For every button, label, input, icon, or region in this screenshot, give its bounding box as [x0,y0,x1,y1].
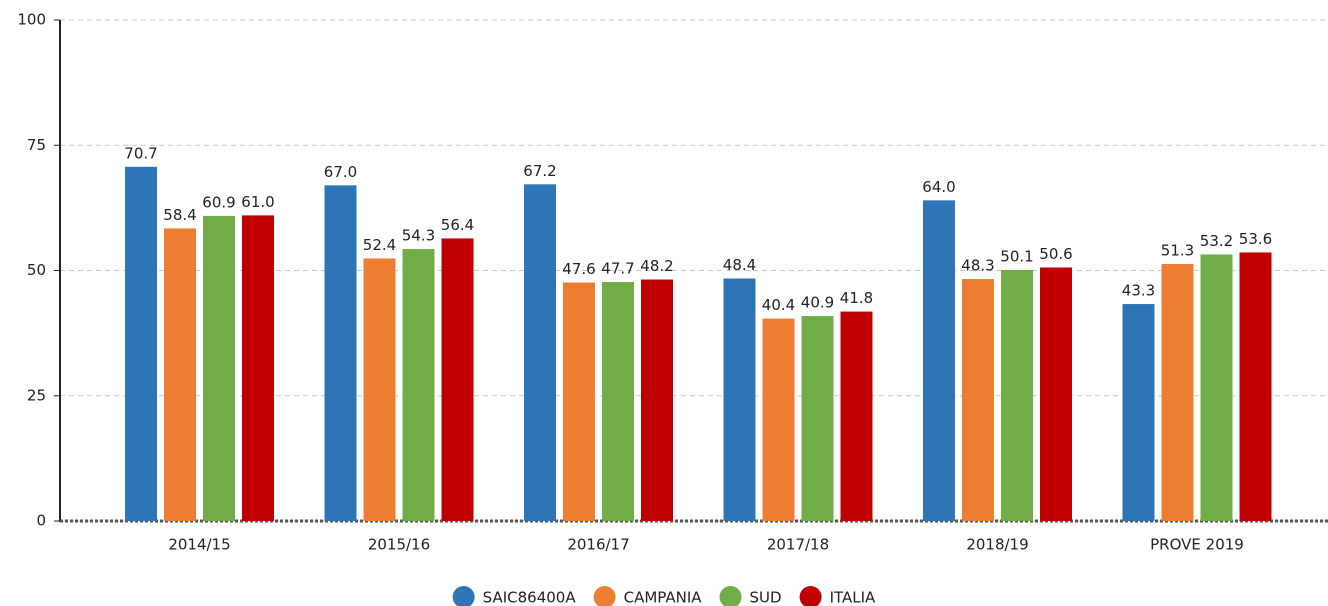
y-tick-label: 0 [36,512,46,530]
data-label: 60.9 [202,193,235,211]
data-label: 47.6 [562,260,595,278]
bar [801,316,834,521]
data-label: 53.6 [1239,230,1272,248]
data-label: 47.7 [601,260,634,278]
data-label: 54.3 [402,226,435,244]
bar [164,228,196,521]
data-label: 67.2 [523,162,556,180]
x-tick-label: PROVE 2019 [1150,536,1244,554]
bar [1239,252,1272,522]
y-tick-label: 25 [27,386,46,404]
bar [1161,263,1194,521]
data-label: 43.3 [1122,282,1155,300]
bar [1200,254,1233,521]
data-label: 48.3 [961,257,994,275]
bar [363,258,396,521]
bar [762,318,795,521]
bar [962,279,994,521]
data-label: 48.4 [723,256,756,274]
data-label: 40.4 [762,296,795,314]
bar [524,184,556,521]
data-label: 51.3 [1161,241,1194,259]
data-label: 53.2 [1200,232,1233,250]
data-label: 58.4 [163,206,196,224]
legend-marker [799,586,822,606]
data-label: 41.8 [840,289,873,307]
data-label: 61.0 [241,193,274,211]
data-label: 64.0 [922,178,955,196]
y-tick-label: 100 [17,11,46,29]
x-tick-label: 2016/17 [567,536,629,554]
data-label: 52.4 [363,236,396,254]
legend-label: SUD [750,589,782,606]
legend-label: SAIC86400A [483,589,577,606]
bar [602,282,634,521]
legend-marker [593,586,616,606]
bar [203,215,235,522]
y-tick-label: 75 [27,136,46,154]
bar [125,166,157,521]
bar [242,215,274,521]
data-label: 50.6 [1039,245,1072,263]
x-tick-label: 2018/19 [966,536,1028,554]
x-tick-label: 2017/18 [767,536,829,554]
x-tick-label: 2014/15 [168,536,230,554]
bar [840,311,873,521]
bar [441,238,474,521]
data-label: 48.2 [640,257,673,275]
legend-label: ITALIA [830,589,876,606]
data-label: 56.4 [441,216,474,234]
y-tick-label: 50 [27,261,46,279]
bar [563,282,595,521]
bar [641,279,673,521]
data-label: 40.9 [801,294,834,312]
bar [402,248,435,521]
legend-marker [452,586,475,606]
x-tick-label: 2015/16 [368,536,430,554]
data-label: 67.0 [324,163,357,181]
bar [923,200,955,522]
bar [723,278,756,521]
legend-label: CAMPANIA [624,589,703,606]
bar [1001,269,1033,521]
data-label: 50.1 [1000,247,1033,265]
bar [1040,267,1072,521]
data-label: 70.7 [124,144,157,162]
bar [1122,304,1155,521]
bar [324,185,357,521]
legend-marker [719,586,742,606]
